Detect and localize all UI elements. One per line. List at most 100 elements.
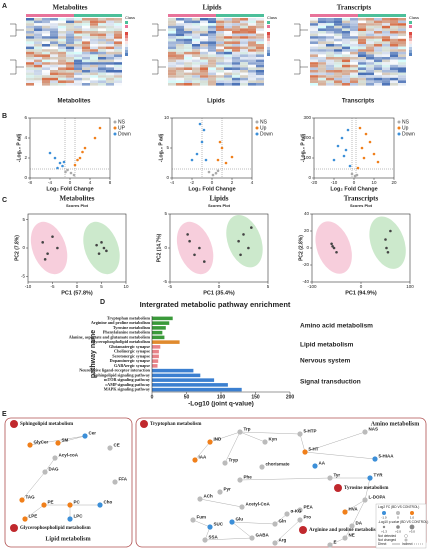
heatmap-cell: [184, 51, 192, 55]
heatmap-cell: [358, 46, 366, 50]
heatmap-cell: [310, 33, 318, 37]
heatmap-cell: [98, 44, 106, 47]
heatmap-cell: [34, 80, 42, 83]
heatmap-cell: [374, 59, 382, 63]
heatmap-cell: [90, 67, 98, 70]
heatmap-cell: [58, 46, 66, 50]
heatmap-cell: [176, 54, 184, 57]
heatmap-cell: [98, 70, 106, 73]
label: chorismate: [266, 462, 291, 467]
label: 5-HT: [309, 447, 319, 452]
label: 20: [304, 228, 310, 233]
point: [218, 140, 222, 144]
heatmap-cell: [224, 23, 232, 26]
heatmap-cell: [382, 70, 390, 73]
metabolite-node: [192, 457, 198, 463]
heatmap-cell: [82, 23, 90, 26]
point: [41, 241, 44, 244]
heatmap-cell: [224, 31, 232, 34]
heatmap-cell: [50, 51, 58, 55]
heatmap-cell: [216, 41, 224, 44]
heatmap-cell: [98, 41, 106, 44]
point: [73, 163, 77, 167]
heatmap-cell: [334, 70, 342, 73]
heatmap-cell: [208, 46, 216, 50]
heatmap-cell: [256, 20, 264, 24]
heatmap-cell: [82, 59, 90, 63]
heatmap-cell: [310, 46, 318, 50]
heatmap-cell: [334, 31, 342, 34]
heatmap-cell: [310, 77, 318, 81]
class-bar: [224, 14, 232, 17]
heatmap-cell: [398, 72, 406, 76]
heatmap-cell: [256, 38, 264, 42]
metabolite-node: [217, 489, 223, 495]
heatmap-cell: [200, 70, 208, 73]
heatmap-cell: [248, 31, 256, 34]
label: 2: [231, 180, 234, 185]
point: [207, 170, 211, 174]
heatmap-cell: [374, 25, 382, 29]
legend-swatch: [397, 126, 401, 130]
heatmap-cell: [184, 20, 192, 24]
heatmap-cell: [74, 44, 82, 47]
heatmap-cell: [240, 54, 248, 57]
not-changed-key: [404, 538, 408, 542]
metabolite-node: [297, 431, 303, 437]
heatmap-cell: [374, 38, 382, 42]
label: Up: [260, 125, 267, 131]
label: Lipid metabolism: [45, 536, 90, 542]
label: Scores Plot: [208, 203, 231, 208]
heatmap-cell: [350, 20, 358, 24]
heatmap-cell: [74, 54, 82, 57]
point: [58, 161, 62, 165]
heatmap-cell: [390, 20, 398, 24]
heatmap-cell: [358, 44, 366, 47]
heatmap-cell: [114, 25, 122, 29]
heatmap-cell: [248, 67, 256, 70]
heatmap-cell: [310, 31, 318, 34]
heatmap-cell: [98, 67, 106, 70]
heatmap-cell: [106, 70, 114, 73]
heatmap-cell: [74, 80, 82, 83]
heatmap-cell: [90, 38, 98, 42]
heatmap-cell: [168, 41, 176, 44]
color-key: [409, 38, 412, 41]
heatmap-cell: [66, 18, 74, 21]
point: [335, 250, 338, 254]
heatmap-cell: [26, 18, 34, 21]
heatmap-cell: [350, 70, 358, 73]
heatmap-cell: [310, 20, 318, 24]
color-key: [267, 38, 270, 41]
label: Glutamatergic synapse: [109, 344, 150, 349]
point: [239, 253, 242, 257]
heatmap-cell: [382, 18, 390, 21]
heatmap-cell: [224, 49, 232, 52]
heatmap-cell: [240, 67, 248, 70]
heatmap-cell: [374, 51, 382, 55]
p-key: [396, 525, 400, 529]
heatmap-cell: [176, 72, 184, 76]
heatmap-cell: [248, 20, 256, 24]
heatmap-cell: [168, 51, 176, 55]
heatmap-cell: [326, 25, 334, 29]
heatmap-cell: [74, 23, 82, 26]
heatmap-cell: [318, 25, 326, 29]
heatmap-cell: [390, 38, 398, 42]
heatmap-cell: [58, 62, 66, 65]
heatmap-cell: [168, 77, 176, 81]
heatmap-cell: [350, 77, 358, 81]
heatmap-cell: [192, 64, 200, 68]
heatmap-cell: [398, 49, 406, 52]
class-bar: [26, 14, 34, 17]
heatmap-cell: [224, 75, 232, 78]
heatmap-cell: [342, 59, 350, 63]
label: IND: [214, 437, 223, 442]
pathway-icon: [140, 420, 148, 428]
label: 300: [303, 115, 311, 120]
heatmap-cell: [366, 77, 374, 81]
heatmap-cell: [74, 18, 82, 21]
label: 40: [304, 211, 310, 216]
heatmap-cell: [192, 51, 200, 55]
heatmap-cell: [208, 51, 216, 55]
